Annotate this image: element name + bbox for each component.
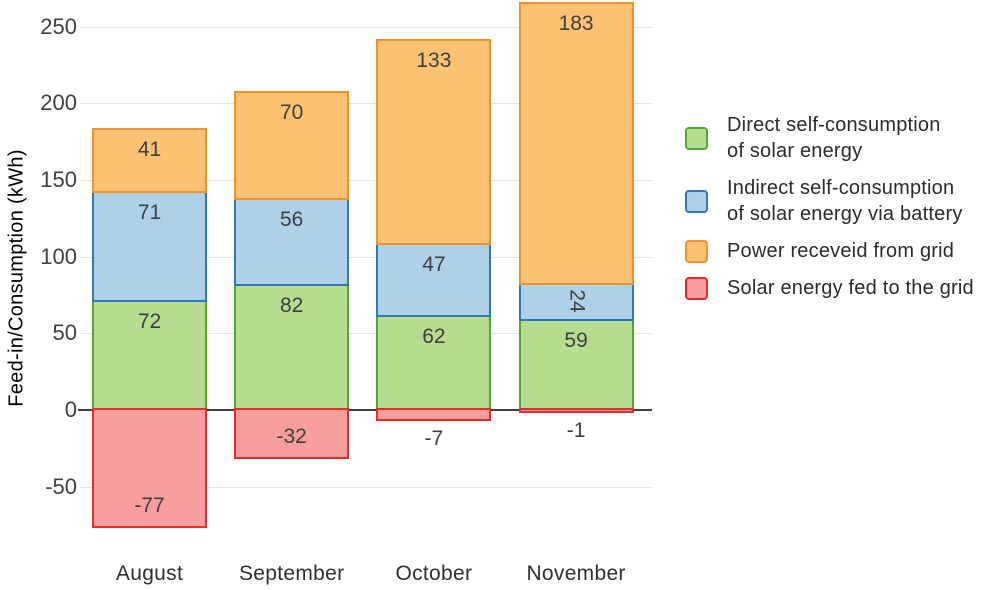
legend-label-line: Solar energy fed to the grid [727, 277, 974, 299]
legend-swatch [685, 276, 708, 300]
bar-value-label: 59 [564, 329, 588, 353]
legend-swatch [685, 126, 708, 150]
bar-segment [518, 1, 634, 285]
x-tick-label: September [238, 562, 345, 585]
bar-segment [234, 408, 350, 460]
y-tick-label: 50 [52, 320, 77, 346]
x-tick-label: August [115, 562, 184, 585]
zero-axis-line [78, 408, 652, 412]
bar-segment [92, 408, 207, 529]
bar-value-label: 56 [280, 208, 304, 232]
bar-value-label: -1 [566, 419, 586, 442]
gridline [80, 103, 652, 105]
bar-value-label: -77 [134, 494, 165, 518]
bar-segment [518, 319, 634, 410]
legend-swatch [685, 189, 708, 213]
y-tick-label: 200 [40, 90, 77, 116]
bar-value-label: 41 [137, 137, 162, 161]
bar-segment [92, 190, 207, 302]
bar-segment [92, 127, 207, 193]
bar-segment [92, 299, 207, 410]
bar-segment [518, 408, 634, 413]
legend-label: Power receveid from grid [727, 238, 954, 264]
x-tick-label: October [395, 562, 473, 585]
legend-item: Indirect self-consumption of solar energy… [685, 175, 974, 227]
bar-segment [376, 314, 492, 410]
gridline [80, 256, 652, 258]
bar-segment [234, 90, 350, 201]
legend-label-line: Power receveid from grid [727, 240, 955, 262]
bar-segment [518, 282, 634, 322]
legend-label-line: of solar energy [727, 140, 863, 162]
bar-segment [376, 38, 492, 245]
y-tick-label: 150 [40, 166, 77, 192]
bar-value-label: 72 [137, 309, 162, 333]
legend-label: Solar energy fed to the grid [727, 275, 974, 301]
bar-segment [234, 284, 350, 410]
legend: Direct self-consumption of solar energy In… [685, 112, 974, 301]
gridline [80, 486, 652, 488]
legend-label: Direct self-consumption of solar energy [727, 112, 941, 164]
legend-label: Indirect self-consumption of solar energy… [727, 175, 963, 227]
bar-value-label: 82 [280, 294, 304, 318]
bar-value-label: 62 [422, 324, 446, 348]
y-tick-label: 100 [40, 243, 77, 269]
legend-swatch [685, 239, 708, 263]
bar-value-label: 70 [280, 100, 304, 124]
gridline [80, 333, 652, 335]
bar-value-label: 133 [416, 48, 452, 72]
gridline [80, 179, 652, 181]
y-tick-label: 0 [64, 397, 77, 422]
x-tick-label: November [526, 562, 626, 585]
gridline [80, 26, 652, 28]
y-tick-label: 250 [40, 13, 77, 39]
bar-value-label: 71 [137, 200, 162, 224]
bar-value-label: -7 [424, 426, 444, 450]
bar-value-label: 183 [558, 11, 594, 35]
legend-item: Solar energy fed to the grid [685, 275, 974, 301]
bar-value-label: 24 [565, 289, 589, 313]
legend-label-line: of solar energy via battery [727, 203, 963, 225]
legend-label-line: Direct self-consumption [727, 114, 941, 136]
y-tick-label: -50 [45, 473, 77, 499]
bar-value-label: 47 [422, 252, 446, 276]
bar-segment [376, 408, 492, 421]
bar-value-label: -32 [276, 425, 307, 449]
legend-item: Direct self-consumption of solar energy [685, 112, 974, 164]
legend-label-line: Indirect self-consumption [727, 177, 955, 199]
legend-item: Power receveid from grid [685, 238, 974, 264]
